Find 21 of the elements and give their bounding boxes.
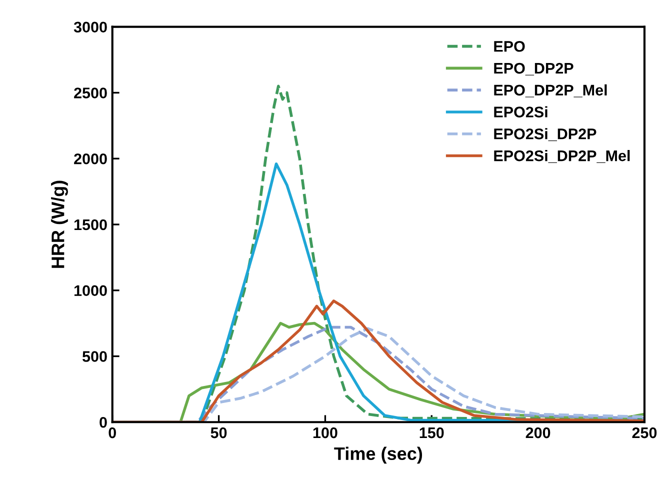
legend-label: EPO2Si: [494, 106, 548, 118]
y-tick-label: 3000: [74, 22, 107, 33]
legend-label: EPO_DP2P: [494, 62, 574, 76]
x-tick-label: 250: [632, 427, 657, 438]
legend-label: EPO2Si_DP2P_Mel: [494, 150, 630, 163]
y-tick-label: 1500: [74, 219, 107, 230]
x-tick-label: 100: [313, 427, 338, 438]
x-tick-label: 50: [210, 427, 227, 438]
legend-label: EPO_DP2P_Mel: [494, 84, 607, 98]
y-axis-title: HRR (W/g): [51, 180, 68, 268]
y-tick-label: 0: [100, 416, 107, 428]
legend-label: EPO2Si_DP2P: [494, 128, 596, 142]
x-tick-label: 200: [526, 427, 550, 438]
legend-label: EPO: [494, 40, 525, 52]
x-axis-title: Time (sec): [334, 446, 422, 464]
x-tick-label: 150: [420, 427, 444, 438]
y-tick-label: 1000: [74, 285, 107, 296]
y-tick-label: 2500: [74, 88, 107, 98]
y-tick-label: 2000: [74, 153, 107, 164]
y-tick-label: 500: [82, 351, 107, 362]
x-tick-label: 0: [108, 427, 116, 438]
